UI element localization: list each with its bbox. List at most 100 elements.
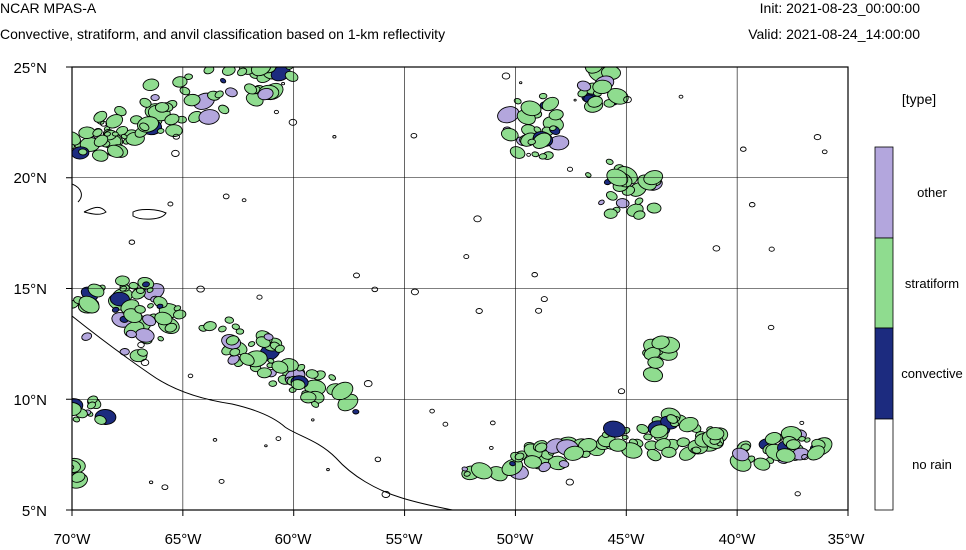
legend-title: [type] [902, 91, 936, 107]
stratiform-cell [115, 275, 130, 287]
legend-swatch-no-rain [874, 418, 894, 511]
stratiform-cell [72, 416, 81, 423]
cloud-outline [489, 420, 496, 426]
map-frame [71, 66, 849, 511]
stratiform-cell [156, 128, 165, 134]
stratiform-cell [172, 76, 188, 88]
stratiform-cell [647, 356, 664, 369]
stratiform-cell [650, 424, 669, 439]
stratiform-cell [753, 457, 771, 471]
cloud-outline [222, 193, 230, 200]
stratiform-cell [239, 352, 255, 366]
cloud-outline [429, 408, 435, 414]
stratiform-cell [203, 67, 215, 75]
cloud-outline [196, 285, 205, 293]
cloud-outline [371, 286, 379, 293]
cloud-outline [540, 296, 548, 303]
stratiform-cell [605, 158, 614, 165]
longitude-labels: 70°W 65°W 60°W 55°W 50°W 45°W 40°W 35°W [54, 531, 866, 548]
stratiform-cell [636, 424, 649, 434]
cloud-outline [212, 438, 218, 442]
stratiform-cell [500, 127, 519, 142]
convective-cell [142, 281, 150, 288]
stratiform-cell [92, 128, 103, 137]
other-cell [461, 466, 469, 472]
cloud-outline [374, 456, 382, 463]
cloud-outline [218, 478, 225, 484]
map-subtitle: Convective, stratiform, and anvil classi… [0, 26, 446, 42]
other-cell [538, 461, 551, 473]
stratiform-cell [94, 415, 107, 425]
cloud-outline [353, 272, 360, 279]
coastline-layer [72, 183, 456, 510]
stratiform-cell [603, 208, 618, 219]
stratiform-cell [764, 432, 782, 445]
stratiform-cell [214, 90, 224, 99]
other-cell [576, 80, 592, 92]
cloud-outline [363, 380, 373, 388]
stratiform-cell [92, 149, 109, 162]
cloud-outline [187, 373, 194, 379]
stratiform-cell [621, 434, 629, 440]
lat-lon-grid [66, 66, 849, 516]
cloud-outline [128, 239, 136, 245]
cloud-outline [275, 436, 282, 441]
cloud-outline [256, 294, 263, 300]
cloud-outline [172, 133, 180, 140]
cloud-outline [148, 480, 154, 485]
lon-label: 70°W [54, 531, 92, 548]
lon-label: 50°W [497, 531, 535, 548]
legend-swatch-stratiform [874, 237, 894, 329]
convective-cell [156, 303, 164, 309]
other-cell [150, 94, 160, 102]
stratiform-cell [646, 448, 662, 462]
stratiform-cell [538, 153, 548, 160]
stratiform-cell [256, 61, 263, 66]
cloud-outline [475, 308, 483, 314]
stratiform-cell [78, 148, 88, 156]
island-outline [72, 183, 107, 215]
cloud-outline [281, 81, 286, 86]
other-cell [62, 405, 72, 414]
stratiform-cell [285, 52, 300, 64]
stratiform-cell [78, 295, 100, 314]
other-cell [598, 199, 605, 206]
stratiform-cell [183, 93, 201, 107]
stratiform-cell [646, 202, 662, 214]
stratiform-cell [147, 303, 154, 309]
stratiform-cell [294, 48, 316, 65]
convective-cell [220, 78, 227, 84]
stratiform-cell [549, 125, 557, 132]
stratiform-cell [268, 380, 278, 387]
cloud-outline [137, 341, 145, 349]
cloud-outline [410, 132, 418, 139]
stratiform-cell [203, 321, 217, 332]
legend-label: stratiform [905, 276, 959, 291]
stratiform-cell [224, 316, 235, 324]
legend: [type] other stratiform convective no ra… [874, 91, 963, 511]
cloud-outline [442, 421, 449, 427]
valid-time: Valid: 2021-08-24_14:00:00 [748, 26, 920, 42]
stratiform-cell [328, 374, 337, 381]
stratiform-cell [86, 401, 97, 410]
lon-label: 35°W [828, 531, 866, 548]
stratiform-cell [585, 67, 604, 74]
stratiform-cell [218, 104, 230, 115]
stratiform-cell [72, 471, 86, 483]
stratiform-cell [531, 151, 540, 158]
cloud-outline [167, 201, 174, 207]
stratiform-cell [164, 113, 180, 126]
stratiform-cell [592, 79, 613, 95]
stratiform-cell [661, 446, 677, 458]
legend-label: other [917, 185, 947, 200]
stratiform-cell [237, 67, 248, 77]
stratiform-cell [221, 67, 236, 76]
stratiform-cell [532, 132, 552, 149]
coastline [72, 315, 456, 510]
map-title: NCAR MPAS-A [0, 0, 97, 16]
lat-label: 15°N [13, 281, 47, 298]
stratiform-cell [134, 305, 146, 314]
stratiform-cell [563, 445, 584, 461]
cloud-outline [813, 134, 822, 141]
lon-label: 55°W [386, 531, 424, 548]
